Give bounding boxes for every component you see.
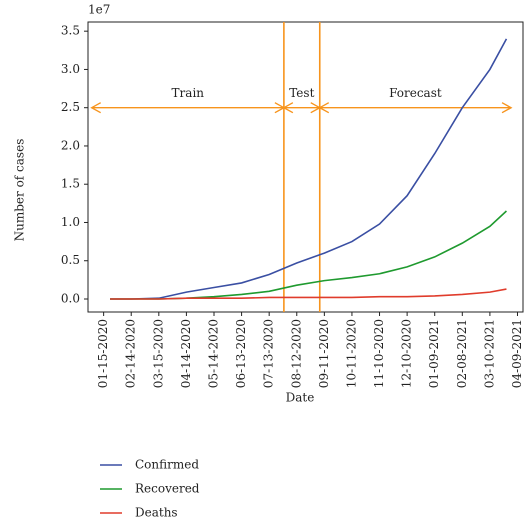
arrow-head — [282, 102, 294, 114]
x-tick-label: 08-12-2020 — [289, 319, 303, 388]
arrow-head — [501, 102, 513, 114]
y-tick-label: 2.5 — [61, 100, 80, 114]
legend-label: Confirmed — [135, 458, 199, 472]
y-tick-label: 0.0 — [61, 291, 80, 305]
x-axis-title: Date — [286, 391, 315, 405]
annotation-label: Test — [289, 86, 314, 100]
y-tick-label: 1.0 — [61, 215, 80, 229]
arrow-head — [90, 102, 102, 114]
x-tick-label: 01-15-2020 — [96, 319, 110, 388]
y-tick-label: 0.5 — [61, 253, 80, 267]
annotation-label: Train — [172, 86, 205, 100]
x-tick-label: 04-09-2021 — [510, 319, 524, 388]
x-tick-label: 02-14-2020 — [124, 319, 138, 388]
y-tick-label: 2.0 — [61, 138, 80, 152]
x-tick-label: 05-14-2020 — [206, 319, 220, 388]
x-tick-label: 01-09-2021 — [427, 319, 441, 388]
x-tick-label: 09-11-2020 — [317, 319, 331, 388]
y-tick-label: 3.0 — [61, 62, 80, 76]
y-tick-label: 1.5 — [61, 177, 80, 191]
x-tick-label: 06-13-2020 — [234, 319, 248, 388]
arrow-head — [318, 102, 330, 114]
x-tick-label: 12-10-2020 — [400, 319, 414, 388]
offset-label: 1e7 — [88, 3, 110, 17]
legend-label: Recovered — [135, 482, 200, 496]
legend-label: Deaths — [135, 506, 178, 520]
x-tick-label: 03-15-2020 — [151, 319, 165, 388]
x-tick-label: 10-11-2020 — [344, 319, 358, 388]
annotation-label: Forecast — [389, 86, 442, 100]
x-tick-label: 04-14-2020 — [179, 319, 193, 388]
x-tick-label: 07-13-2020 — [262, 319, 276, 388]
x-tick-label: 02-08-2021 — [455, 319, 469, 388]
series-line — [110, 38, 508, 300]
plot-frame — [87, 21, 524, 313]
x-tick-label: 03-10-2021 — [482, 319, 496, 388]
x-tick-label: 11-10-2020 — [372, 319, 386, 388]
series-line — [110, 288, 507, 300]
y-axis-title: Number of cases — [13, 139, 27, 242]
series-line — [110, 210, 507, 300]
y-tick-label: 3.5 — [61, 24, 80, 38]
